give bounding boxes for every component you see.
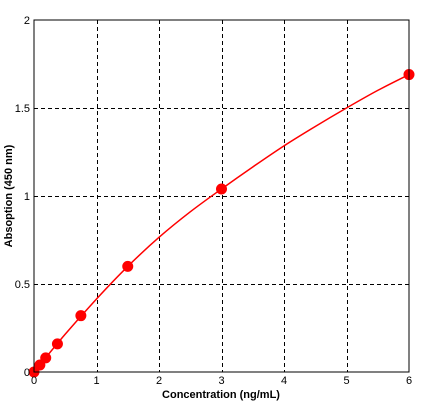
y-tick-label: 0	[24, 367, 30, 379]
data-point	[75, 310, 87, 322]
data-point	[216, 183, 227, 195]
x-axis-title: Concentration (ng/mL)	[162, 389, 280, 401]
x-axis-ticks: 0 1 2 3 4 5 6	[31, 375, 412, 387]
plot-frame	[33, 19, 410, 373]
data-point	[40, 352, 52, 364]
x-tick-label: 4	[281, 375, 287, 387]
data-points	[28, 69, 415, 378]
x-tick-label: 3	[218, 375, 224, 387]
x-tick-label: 2	[156, 375, 162, 387]
plot-background	[34, 20, 409, 372]
x-tick-label: 6	[406, 375, 412, 387]
data-point	[122, 260, 134, 272]
grid	[34, 20, 409, 372]
y-tick-label: 1.5	[15, 103, 30, 115]
y-axis-title: Absoption (450 nm)	[3, 144, 15, 247]
y-tick-label: 1	[24, 191, 30, 203]
x-tick-label: 0	[31, 375, 37, 387]
data-point	[34, 359, 46, 371]
y-axis-ticks: 0 0.5 1 1.5 2	[15, 15, 30, 379]
y-tick-label: 2	[24, 15, 30, 27]
y-tick-label: 0.5	[15, 279, 30, 291]
x-tick-label: 5	[343, 375, 349, 387]
x-tick-label: 1	[93, 375, 99, 387]
data-point	[51, 338, 63, 350]
